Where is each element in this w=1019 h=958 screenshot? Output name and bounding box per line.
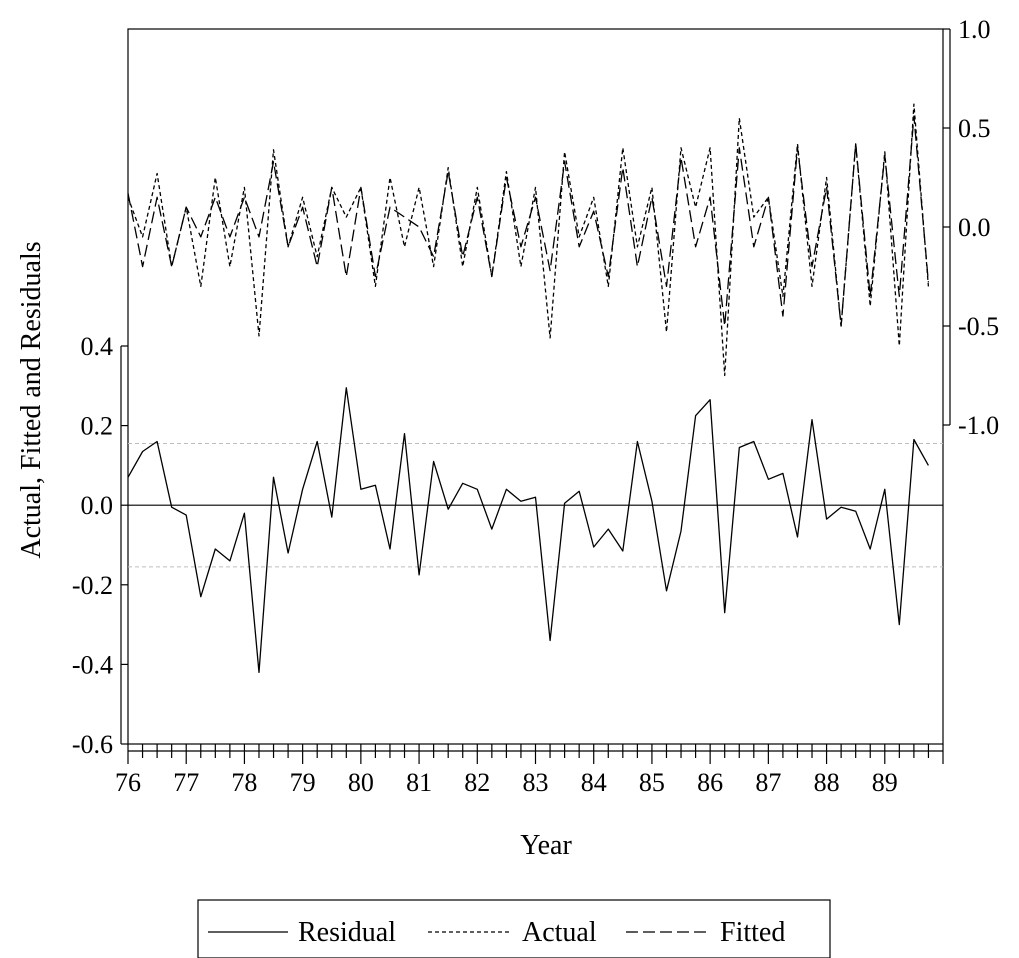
- left-tick-label: 0.2: [81, 412, 114, 441]
- right-axis: 1.0 0.5 0.0 -0.5 -1.0: [943, 15, 999, 440]
- x-axis-title: Year: [520, 830, 572, 861]
- series-layer: [127, 103, 930, 674]
- x-axis: 76 77 78 79 80 81 82 83 84 85 86 87 88 89: [115, 744, 944, 797]
- right-tick-label: -1.0: [958, 411, 999, 440]
- legend-label-fitted: Fitted: [720, 917, 785, 948]
- x-tick-label: 87: [755, 768, 781, 797]
- right-tick-label: 1.0: [958, 15, 991, 44]
- legend-box: [197, 899, 831, 958]
- left-tick-label: -0.6: [72, 730, 113, 759]
- legend-label-actual: Actual: [522, 917, 597, 948]
- band-lines: [128, 443, 943, 568]
- right-tick-label: 0.0: [958, 213, 991, 242]
- left-tick-label: 0.4: [81, 332, 114, 361]
- left-tick-label: -0.2: [72, 571, 113, 600]
- series-fitted: [127, 115, 930, 327]
- legend: Residual Actual Fitted: [197, 899, 831, 958]
- left-tick-label: 0.0: [81, 491, 114, 520]
- x-tick-label: 76: [115, 768, 141, 797]
- x-tick-label: 84: [581, 768, 607, 797]
- right-tick-label: -0.5: [958, 312, 999, 341]
- plot-frame: [127, 28, 944, 745]
- x-tick-label: 80: [348, 768, 374, 797]
- x-tick-label: 83: [523, 768, 549, 797]
- x-tick-label: 89: [872, 768, 898, 797]
- left-axis: 0.4 0.2 0.0 -0.2 -0.4 -0.6: [72, 332, 128, 759]
- series-residual: [127, 387, 929, 674]
- x-tick-label: 79: [290, 768, 316, 797]
- x-tick-label: 86: [697, 768, 723, 797]
- x-tick-label: 81: [406, 768, 432, 797]
- left-tick-label: -0.4: [72, 650, 113, 679]
- x-tick-label: 85: [639, 768, 665, 797]
- x-tick-label: 82: [464, 768, 490, 797]
- series-actual: [127, 103, 930, 377]
- x-tick-label: 88: [814, 768, 840, 797]
- right-tick-label: 0.5: [958, 114, 991, 143]
- y-axis-title: Actual, Fitted and Residuals: [16, 241, 47, 558]
- legend-label-residual: Residual: [298, 917, 396, 948]
- x-tick-label: 77: [173, 768, 199, 797]
- x-tick-label: 78: [231, 768, 257, 797]
